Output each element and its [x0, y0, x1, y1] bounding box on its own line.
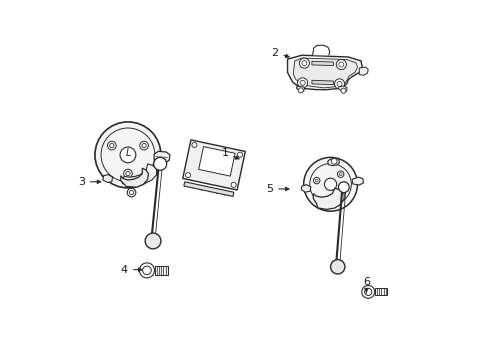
Circle shape	[125, 171, 130, 176]
Polygon shape	[312, 45, 329, 55]
Polygon shape	[155, 266, 168, 275]
Polygon shape	[311, 61, 333, 66]
Circle shape	[153, 157, 166, 170]
Circle shape	[338, 62, 343, 67]
Polygon shape	[374, 288, 386, 296]
Polygon shape	[122, 164, 156, 185]
Circle shape	[309, 163, 351, 205]
Polygon shape	[359, 67, 367, 75]
Circle shape	[107, 141, 116, 150]
Circle shape	[334, 79, 344, 89]
Polygon shape	[121, 168, 148, 187]
Circle shape	[299, 58, 309, 68]
Polygon shape	[154, 151, 169, 163]
Circle shape	[364, 288, 371, 296]
Circle shape	[145, 233, 161, 249]
Circle shape	[337, 171, 343, 177]
Circle shape	[101, 128, 155, 182]
Polygon shape	[287, 55, 362, 90]
Circle shape	[109, 143, 114, 148]
Circle shape	[303, 157, 357, 211]
Circle shape	[127, 188, 136, 197]
Circle shape	[336, 81, 341, 86]
Circle shape	[298, 88, 303, 93]
Polygon shape	[313, 188, 344, 210]
Circle shape	[330, 260, 344, 274]
Circle shape	[142, 143, 146, 148]
Circle shape	[301, 60, 306, 66]
Text: 5: 5	[265, 184, 288, 194]
Circle shape	[315, 179, 318, 182]
Circle shape	[300, 80, 305, 85]
Circle shape	[338, 182, 348, 193]
Text: 2: 2	[271, 48, 288, 58]
Circle shape	[191, 143, 197, 148]
Circle shape	[297, 78, 307, 88]
Text: 1: 1	[221, 148, 239, 159]
Polygon shape	[198, 147, 235, 176]
Circle shape	[237, 152, 242, 157]
Polygon shape	[311, 80, 333, 85]
Circle shape	[231, 183, 236, 187]
Polygon shape	[183, 182, 233, 197]
Circle shape	[120, 147, 136, 163]
Polygon shape	[301, 185, 310, 192]
Circle shape	[95, 122, 161, 188]
Polygon shape	[351, 177, 363, 185]
Polygon shape	[293, 58, 357, 88]
Circle shape	[129, 190, 133, 195]
Circle shape	[123, 169, 132, 178]
Circle shape	[142, 266, 151, 275]
Circle shape	[324, 178, 336, 190]
Circle shape	[185, 173, 190, 178]
Text: L: L	[125, 148, 130, 158]
Text: 6: 6	[362, 277, 369, 293]
Polygon shape	[183, 140, 245, 190]
Text: 3: 3	[78, 177, 101, 187]
Polygon shape	[338, 86, 346, 92]
Circle shape	[332, 197, 335, 199]
Circle shape	[330, 158, 336, 164]
Circle shape	[339, 173, 342, 176]
Circle shape	[140, 141, 148, 150]
Polygon shape	[102, 175, 112, 183]
Polygon shape	[296, 86, 304, 91]
Circle shape	[330, 195, 337, 201]
Circle shape	[361, 285, 374, 298]
Circle shape	[336, 59, 346, 69]
Circle shape	[340, 88, 346, 93]
Polygon shape	[327, 158, 339, 166]
Text: 4: 4	[121, 265, 142, 275]
Circle shape	[139, 263, 154, 278]
Circle shape	[313, 177, 319, 184]
